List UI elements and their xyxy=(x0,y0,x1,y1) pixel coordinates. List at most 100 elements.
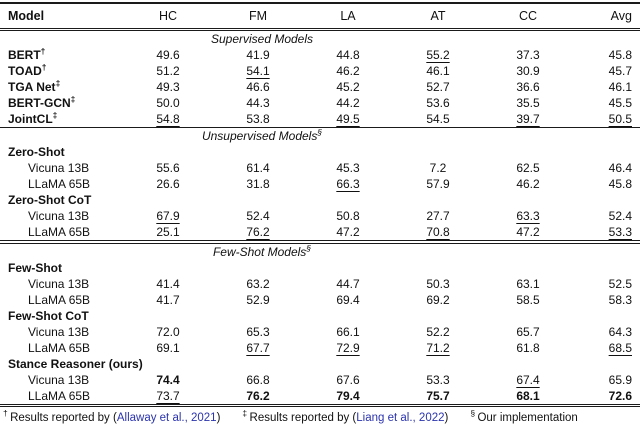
table-row: LLaMA 65B 41.7 52.9 69.4 69.2 58.5 58.3 xyxy=(0,292,640,308)
score-cell: 71.2 xyxy=(426,340,450,355)
column-header-hc: HC xyxy=(158,8,178,23)
score-cell: 67.6 xyxy=(336,372,360,387)
score-cell: 55.6 xyxy=(156,161,180,175)
score-cell: 25.1 xyxy=(156,225,180,239)
score-cell: 65.3 xyxy=(246,324,270,339)
model-name: Vicuna 13B xyxy=(28,372,90,387)
table-subsection-row: Stance Reasoner (ours) xyxy=(0,356,640,372)
score-cell: 45.8 xyxy=(608,48,632,62)
score-cell: 57.9 xyxy=(426,177,450,191)
footnote-marker: § xyxy=(470,408,478,419)
score-cell: 41.9 xyxy=(246,48,270,62)
score-cell: 69.1 xyxy=(156,340,180,355)
score-cell: 70.8 xyxy=(426,225,450,239)
table-row: Vicuna 13B 74.4 66.8 67.6 53.3 67.4 65.9 xyxy=(0,372,640,388)
score-cell: 44.8 xyxy=(336,48,360,62)
model-name: TOAD† xyxy=(8,62,47,78)
model-name: Vicuna 13B xyxy=(28,276,90,291)
score-cell: 52.4 xyxy=(608,209,632,223)
score-cell: 46.1 xyxy=(426,64,450,78)
table-row: Vicuna 13B 72.0 65.3 66.1 52.2 65.7 64.3 xyxy=(0,324,640,340)
score-cell: 46.4 xyxy=(608,161,632,175)
model-name: Vicuna 13B xyxy=(28,324,90,339)
score-cell: 66.8 xyxy=(246,372,270,387)
model-name: Zero-Shot xyxy=(8,145,65,159)
citation-link[interactable]: Allaway et al., 2021 xyxy=(116,412,217,424)
score-cell: 55.2 xyxy=(426,48,450,62)
score-cell: 50.8 xyxy=(336,209,360,223)
score-cell: 54.1 xyxy=(246,64,270,78)
score-cell: 67.4 xyxy=(516,372,540,387)
table-subsection-row: Zero-Shot xyxy=(0,144,640,160)
score-cell: 53.6 xyxy=(426,96,450,110)
score-cell: 79.4 xyxy=(336,388,360,403)
section-title: Unsupervised Models§ xyxy=(201,127,323,143)
table-subsection-row: Few-Shot xyxy=(0,260,640,276)
table-row: JointCL‡ 54.8 53.8 49.5 54.5 39.7 50.5 xyxy=(0,111,640,127)
score-cell: 53.3 xyxy=(426,372,450,387)
score-cell: 45.3 xyxy=(336,161,360,175)
score-cell: 50.0 xyxy=(156,96,180,110)
score-cell: 62.5 xyxy=(516,161,540,175)
score-cell: 53.3 xyxy=(608,225,632,239)
model-name: Zero-Shot CoT xyxy=(8,193,92,207)
score-cell: 45.2 xyxy=(336,80,360,94)
model-name: JointCL‡ xyxy=(8,110,58,126)
score-cell: 50.5 xyxy=(608,112,632,126)
header-separator-rule xyxy=(0,27,640,31)
footnote-marker: † xyxy=(3,408,11,419)
column-header-cc: CC xyxy=(518,8,538,23)
section-separator-rule xyxy=(0,403,640,407)
score-cell: 45.8 xyxy=(608,177,632,191)
score-cell: 73.7 xyxy=(156,388,180,403)
score-cell: 52.5 xyxy=(608,276,632,291)
score-cell: 67.9 xyxy=(156,209,180,223)
model-name: LLaMA 65B xyxy=(28,388,91,403)
model-name: Vicuna 13B xyxy=(28,161,90,175)
table-row: Vicuna 13B 41.4 63.2 44.7 50.3 63.1 52.5 xyxy=(0,276,640,292)
footnote-item: ‡ Results reported by (Liang et al., 202… xyxy=(242,408,449,424)
model-name: Few-Shot CoT xyxy=(8,308,89,323)
score-cell: 72.9 xyxy=(336,340,360,355)
score-cell: 52.9 xyxy=(246,292,270,307)
score-cell: 63.2 xyxy=(246,276,270,291)
score-cell: 36.6 xyxy=(516,80,540,94)
table-header-row: Model HC FM LA AT CC Avg xyxy=(0,4,640,28)
citation-link[interactable]: Liang et al., 2022 xyxy=(356,412,445,424)
model-name: TGA Net‡ xyxy=(8,78,61,94)
score-cell: 75.7 xyxy=(426,388,450,403)
table-row: BERT-GCN‡ 50.0 44.3 44.2 53.6 35.5 45.5 xyxy=(0,95,640,111)
score-cell: 26.6 xyxy=(156,177,180,191)
score-cell: 49.3 xyxy=(156,80,180,94)
score-cell: 53.8 xyxy=(246,112,270,126)
score-cell: 52.7 xyxy=(426,80,450,94)
table-row: LLaMA 65B 25.1 76.2 47.2 70.8 47.2 53.3 xyxy=(0,224,640,240)
score-cell: 66.1 xyxy=(336,324,360,339)
score-cell: 44.7 xyxy=(336,276,360,291)
score-cell: 76.2 xyxy=(246,388,270,403)
score-cell: 47.2 xyxy=(516,225,540,239)
column-header-la: LA xyxy=(340,8,356,23)
score-cell: 7.2 xyxy=(429,161,447,175)
model-name: BERT† xyxy=(8,46,46,62)
score-cell: 52.4 xyxy=(246,209,270,223)
table-body: Supervised Models BERT† 49.6 41.9 44.8 55.2 37… xyxy=(0,31,640,407)
score-cell: 58.5 xyxy=(516,292,540,307)
table-row: Vicuna 13B 55.6 61.4 45.3 7.2 62.5 46.4 xyxy=(0,160,640,176)
score-cell: 68.1 xyxy=(516,388,540,403)
column-header-avg: Avg xyxy=(610,8,632,23)
score-cell: 47.2 xyxy=(336,225,360,239)
score-cell: 35.5 xyxy=(516,96,540,110)
score-cell: 52.2 xyxy=(426,324,450,339)
table-top-rule xyxy=(0,2,640,4)
model-name: LLaMA 65B xyxy=(28,177,91,191)
score-cell: 61.4 xyxy=(246,161,270,175)
score-cell: 39.7 xyxy=(516,112,540,126)
footnote-marker: ‡ xyxy=(242,408,250,419)
column-header-at: AT xyxy=(430,8,446,23)
score-cell: 76.2 xyxy=(246,225,270,239)
section-separator-rule xyxy=(0,127,640,128)
model-name: Vicuna 13B xyxy=(28,209,90,223)
table-subsection-row: Zero-Shot CoT xyxy=(0,192,640,208)
score-cell: 45.5 xyxy=(608,96,632,110)
